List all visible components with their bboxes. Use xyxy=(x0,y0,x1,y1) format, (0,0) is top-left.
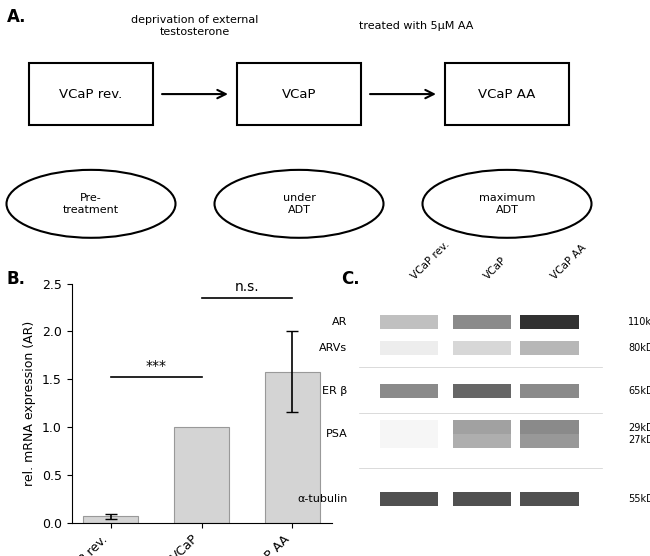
Text: ***: *** xyxy=(146,360,166,374)
Bar xyxy=(452,315,512,329)
Bar xyxy=(520,420,578,434)
Bar xyxy=(452,420,512,434)
Text: C.: C. xyxy=(341,270,360,287)
Bar xyxy=(380,341,438,355)
Text: Pre-
treatment: Pre- treatment xyxy=(63,193,119,215)
Text: maximum
ADT: maximum ADT xyxy=(479,193,535,215)
Text: VCaP AA: VCaP AA xyxy=(478,88,536,101)
Text: A.: A. xyxy=(6,8,26,26)
Bar xyxy=(520,341,578,355)
Bar xyxy=(174,427,229,523)
Bar xyxy=(452,434,512,448)
Text: deprivation of external
testosterone: deprivation of external testosterone xyxy=(131,15,259,37)
Text: VCaP: VCaP xyxy=(482,255,508,281)
Bar xyxy=(520,492,578,505)
Text: B.: B. xyxy=(6,270,25,287)
Bar xyxy=(445,63,569,126)
Bar xyxy=(237,63,361,126)
Bar xyxy=(520,384,578,398)
Text: 65kDa: 65kDa xyxy=(628,386,650,396)
Text: VCaP rev.: VCaP rev. xyxy=(409,239,451,281)
Bar xyxy=(29,63,153,126)
Text: ER β: ER β xyxy=(322,386,347,396)
Text: PSA: PSA xyxy=(326,429,347,439)
Bar xyxy=(452,492,512,505)
Text: AR: AR xyxy=(332,317,347,327)
Text: 80kDa: 80kDa xyxy=(628,343,650,353)
Text: 29kDa
27kDa: 29kDa 27kDa xyxy=(628,423,650,445)
Text: VCaP: VCaP xyxy=(281,88,317,101)
Bar xyxy=(265,371,320,523)
Bar xyxy=(520,315,578,329)
Bar xyxy=(380,315,438,329)
Text: VCaP rev.: VCaP rev. xyxy=(59,88,123,101)
Text: VCaP AA: VCaP AA xyxy=(549,242,588,281)
Text: 55kDa: 55kDa xyxy=(628,494,650,504)
Bar xyxy=(83,517,138,523)
Bar xyxy=(380,434,438,448)
Text: n.s.: n.s. xyxy=(235,280,259,294)
Bar xyxy=(380,384,438,398)
Text: under
ADT: under ADT xyxy=(283,193,315,215)
Bar xyxy=(380,492,438,505)
Text: α-tubulin: α-tubulin xyxy=(297,494,347,504)
Text: ARVs: ARVs xyxy=(319,343,347,353)
Bar xyxy=(520,434,578,448)
Bar xyxy=(452,341,512,355)
Bar xyxy=(380,420,438,434)
Text: treated with 5μM AA: treated with 5μM AA xyxy=(359,21,473,31)
Bar xyxy=(452,384,512,398)
Text: 110kDa: 110kDa xyxy=(628,317,650,327)
Y-axis label: rel. mRNA expression (AR): rel. mRNA expression (AR) xyxy=(23,320,36,486)
